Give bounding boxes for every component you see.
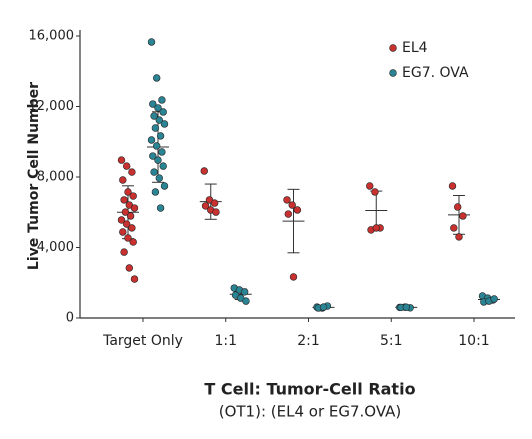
y-tick-label: 12,000	[29, 99, 75, 114]
y-tick-label: 4,000	[37, 240, 74, 255]
dot	[158, 96, 166, 104]
dot	[459, 212, 467, 220]
dot	[150, 168, 158, 176]
dot	[490, 295, 498, 303]
dot	[129, 192, 137, 200]
dot	[154, 104, 162, 112]
dot	[293, 206, 302, 214]
dot	[289, 273, 298, 281]
y-tick-label: 8,000	[37, 170, 74, 185]
dot	[153, 74, 161, 82]
y-tick-label: 0	[66, 311, 74, 326]
dot	[147, 38, 156, 46]
dot	[120, 196, 128, 204]
dot	[159, 162, 167, 170]
x-tick-label: 2:1	[297, 333, 320, 349]
x-tick-label: 1:1	[214, 333, 237, 349]
dot	[155, 174, 164, 182]
dot	[153, 142, 161, 150]
dot	[124, 234, 132, 242]
dot	[454, 203, 462, 211]
legend-label: EG7. OVA	[402, 65, 469, 81]
dot	[158, 148, 166, 156]
dot	[121, 208, 130, 216]
dot	[156, 132, 165, 140]
dot	[372, 224, 380, 232]
dot	[288, 201, 296, 209]
x-axis-label: T Cell: Tumor-Cell Ratio	[204, 380, 415, 399]
dot	[371, 188, 379, 196]
dot	[212, 208, 220, 216]
dot	[120, 248, 128, 256]
dot	[117, 216, 126, 224]
dot	[124, 188, 132, 196]
dot	[201, 202, 210, 210]
dot	[242, 297, 250, 305]
dot	[130, 275, 139, 283]
dot	[240, 288, 249, 296]
subtitle: (OT1): (EL4 or EG7.OVA)	[219, 403, 402, 421]
dot	[319, 303, 328, 311]
dot	[402, 303, 410, 311]
dot	[151, 124, 160, 132]
dot	[128, 224, 136, 232]
x-tick-label: Target Only	[102, 333, 183, 349]
dot	[283, 196, 291, 204]
dot	[119, 228, 127, 236]
dot	[156, 204, 165, 212]
dot	[455, 233, 463, 241]
dot	[122, 220, 131, 228]
dot	[119, 176, 127, 184]
dot	[126, 212, 135, 220]
legend-label: EL4	[402, 40, 428, 56]
x-tick-label: 10:1	[458, 333, 489, 349]
dot	[130, 204, 139, 212]
dot	[210, 199, 219, 207]
legend-marker	[389, 44, 397, 52]
legend-marker	[389, 69, 397, 77]
dot	[154, 156, 162, 164]
dot	[284, 210, 292, 218]
dot	[160, 182, 169, 190]
dot	[129, 238, 137, 246]
dot	[125, 264, 134, 272]
y-tick-label: 16,000	[29, 29, 75, 44]
dot	[159, 108, 167, 116]
dot	[448, 182, 457, 190]
dot	[147, 136, 156, 144]
dot	[149, 100, 157, 108]
x-tick-label: 5:1	[380, 333, 403, 349]
dot	[151, 188, 160, 196]
dot	[128, 168, 136, 176]
dot	[450, 224, 458, 232]
dot	[155, 116, 164, 124]
y-axis-label: Live Tumor Cell Number	[26, 82, 42, 270]
dot	[149, 152, 157, 160]
dot	[150, 112, 158, 120]
dot	[122, 162, 131, 170]
dot	[117, 156, 126, 164]
dot	[200, 167, 208, 175]
dot	[160, 120, 169, 128]
dot	[366, 182, 374, 190]
